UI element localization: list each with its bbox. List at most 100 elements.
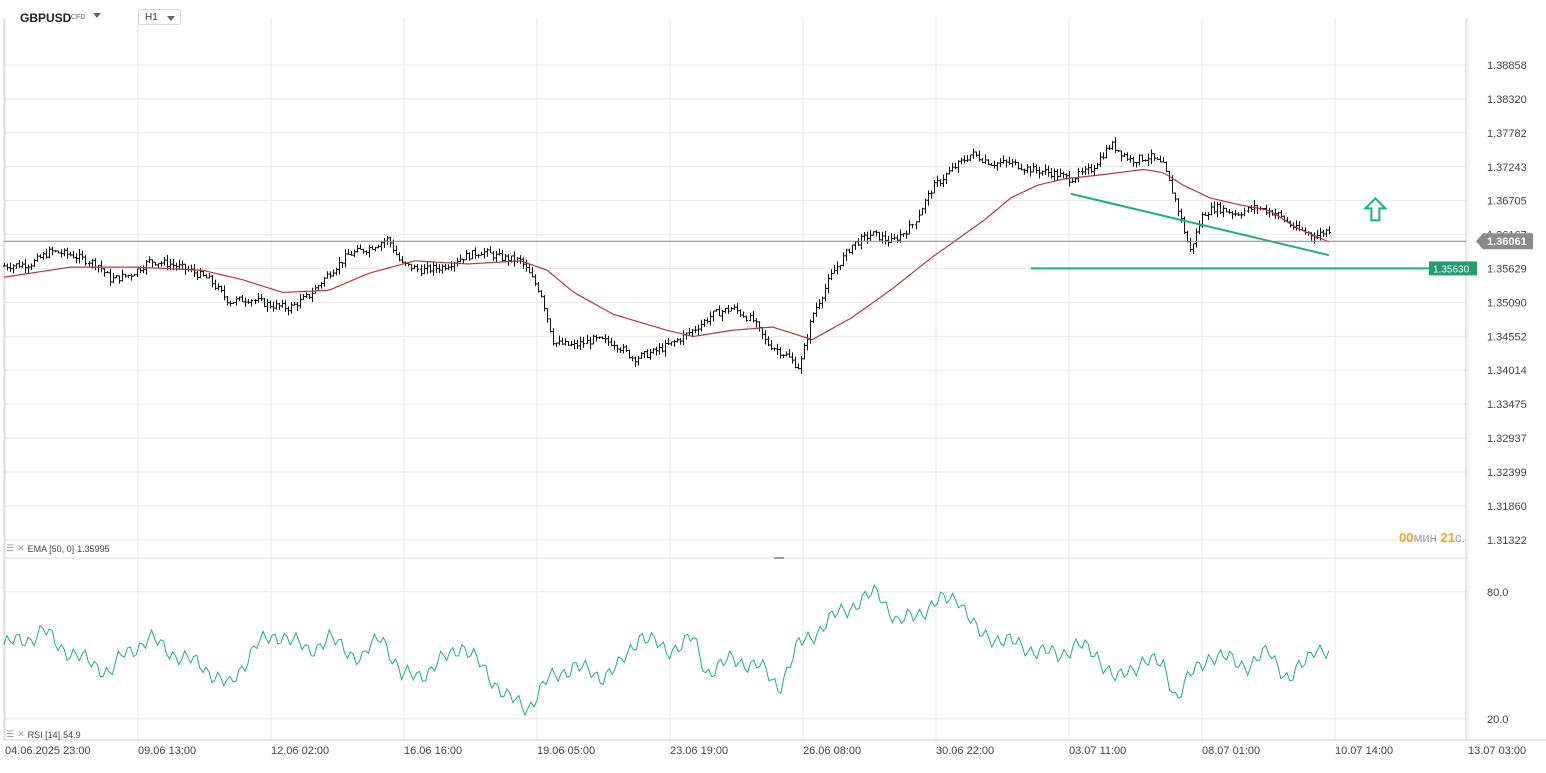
- symbol-dropdown-icon[interactable]: [93, 13, 101, 18]
- price-bar: [326, 271, 329, 279]
- settings-icon[interactable]: ☰: [6, 543, 15, 553]
- price-bar: [1322, 230, 1325, 237]
- price-bar: [142, 265, 145, 274]
- price-tick-label: 1.38858: [1487, 60, 1527, 72]
- price-bar: [269, 300, 272, 309]
- price-bar: [477, 253, 480, 259]
- price-bar: [1325, 228, 1328, 238]
- price-bar: [999, 158, 1002, 168]
- close-icon[interactable]: ✕: [17, 543, 25, 553]
- price-bar: [902, 233, 905, 238]
- price-bar: [993, 160, 996, 169]
- rsi-legend[interactable]: ☰ ✕ RSI [14] 54.9: [6, 729, 81, 740]
- ema-legend[interactable]: ☰ ✕ EMA [50, 0] 1.35995: [6, 543, 110, 554]
- price-bar: [845, 248, 848, 261]
- price-bar: [697, 324, 700, 336]
- price-bar: [933, 180, 936, 194]
- price-bar: [1084, 166, 1087, 176]
- price-bar: [975, 151, 978, 157]
- price-bar: [1237, 212, 1240, 217]
- price-bar: [957, 160, 960, 173]
- price-bar: [794, 356, 797, 369]
- price-bar: [951, 162, 954, 172]
- price-bar: [788, 348, 791, 358]
- price-bar: [1044, 164, 1047, 175]
- price-bar: [549, 318, 552, 333]
- pane-resize-handle[interactable]: [774, 557, 784, 559]
- time-tick-label: 23.06 19:00: [670, 745, 728, 757]
- price-bar: [592, 334, 595, 345]
- price-bar: [371, 245, 374, 251]
- price-bar: [1147, 153, 1150, 166]
- price-bar: [770, 340, 773, 351]
- price-bar: [715, 308, 718, 312]
- price-bar: [576, 339, 579, 350]
- price-bar: [444, 263, 447, 271]
- time-tick-label: 03.07 11:00: [1069, 745, 1126, 757]
- price-bar: [459, 254, 462, 263]
- price-bar: [833, 265, 836, 274]
- price-bar: [359, 244, 362, 250]
- price-bar: [1162, 157, 1165, 164]
- price-tick-label: 1.38320: [1487, 94, 1527, 106]
- time-tick-label: 08.07 01:00: [1202, 745, 1260, 757]
- price-bar: [223, 285, 226, 301]
- price-bar: [803, 343, 806, 360]
- price-bar: [6, 263, 9, 271]
- price-bar: [604, 334, 607, 344]
- price-bar: [1099, 152, 1102, 168]
- price-bar: [84, 255, 87, 266]
- price-bar: [694, 326, 697, 334]
- time-tick-label: 26.06 08:00: [803, 745, 861, 757]
- price-bar: [1056, 168, 1059, 181]
- price-tick-label: 1.34552: [1487, 331, 1527, 343]
- price-bar: [966, 154, 969, 162]
- price-bar: [570, 340, 573, 347]
- price-bar: [733, 304, 736, 310]
- price-bar: [921, 207, 924, 216]
- price-bar: [148, 256, 151, 264]
- price-bar: [1310, 232, 1313, 241]
- price-bar: [127, 274, 130, 279]
- price-bar: [341, 261, 344, 268]
- price-bar: [546, 308, 549, 323]
- price-bar: [1177, 198, 1180, 217]
- settings-icon[interactable]: ☰: [6, 729, 15, 739]
- price-bar: [854, 241, 857, 250]
- price-bar: [821, 296, 824, 309]
- price-bar: [112, 272, 115, 284]
- price-bar: [827, 273, 830, 294]
- price-bar: [800, 356, 803, 375]
- price-bar: [712, 310, 715, 322]
- price-bar: [1005, 159, 1008, 168]
- price-bar: [1108, 144, 1111, 151]
- price-bar: [1250, 205, 1253, 212]
- price-bar: [426, 261, 429, 274]
- price-bar: [1062, 171, 1065, 178]
- price-bar: [480, 251, 483, 256]
- price-bar: [942, 174, 945, 188]
- price-bar: [1117, 149, 1120, 153]
- price-bar: [622, 343, 625, 354]
- price-bar: [416, 263, 419, 273]
- price-bar: [1234, 209, 1237, 217]
- timeframe-select[interactable]: H1: [138, 9, 181, 25]
- price-bar: [1102, 152, 1105, 160]
- price-bar: [911, 223, 914, 229]
- price-bar: [260, 293, 263, 302]
- price-bar: [595, 334, 598, 342]
- symbol-name[interactable]: GBPUSD: [20, 11, 72, 25]
- price-tick-label: 1.32399: [1487, 467, 1527, 479]
- price-bar: [1132, 156, 1135, 167]
- price-bar: [420, 264, 423, 277]
- price-bar: [1011, 158, 1014, 168]
- price-bar: [1268, 207, 1271, 218]
- price-bar: [513, 251, 516, 267]
- price-bar: [1129, 155, 1132, 163]
- price-bar: [504, 254, 507, 263]
- close-icon[interactable]: ✕: [17, 729, 25, 739]
- price-bar: [275, 299, 278, 310]
- price-bar: [718, 305, 721, 317]
